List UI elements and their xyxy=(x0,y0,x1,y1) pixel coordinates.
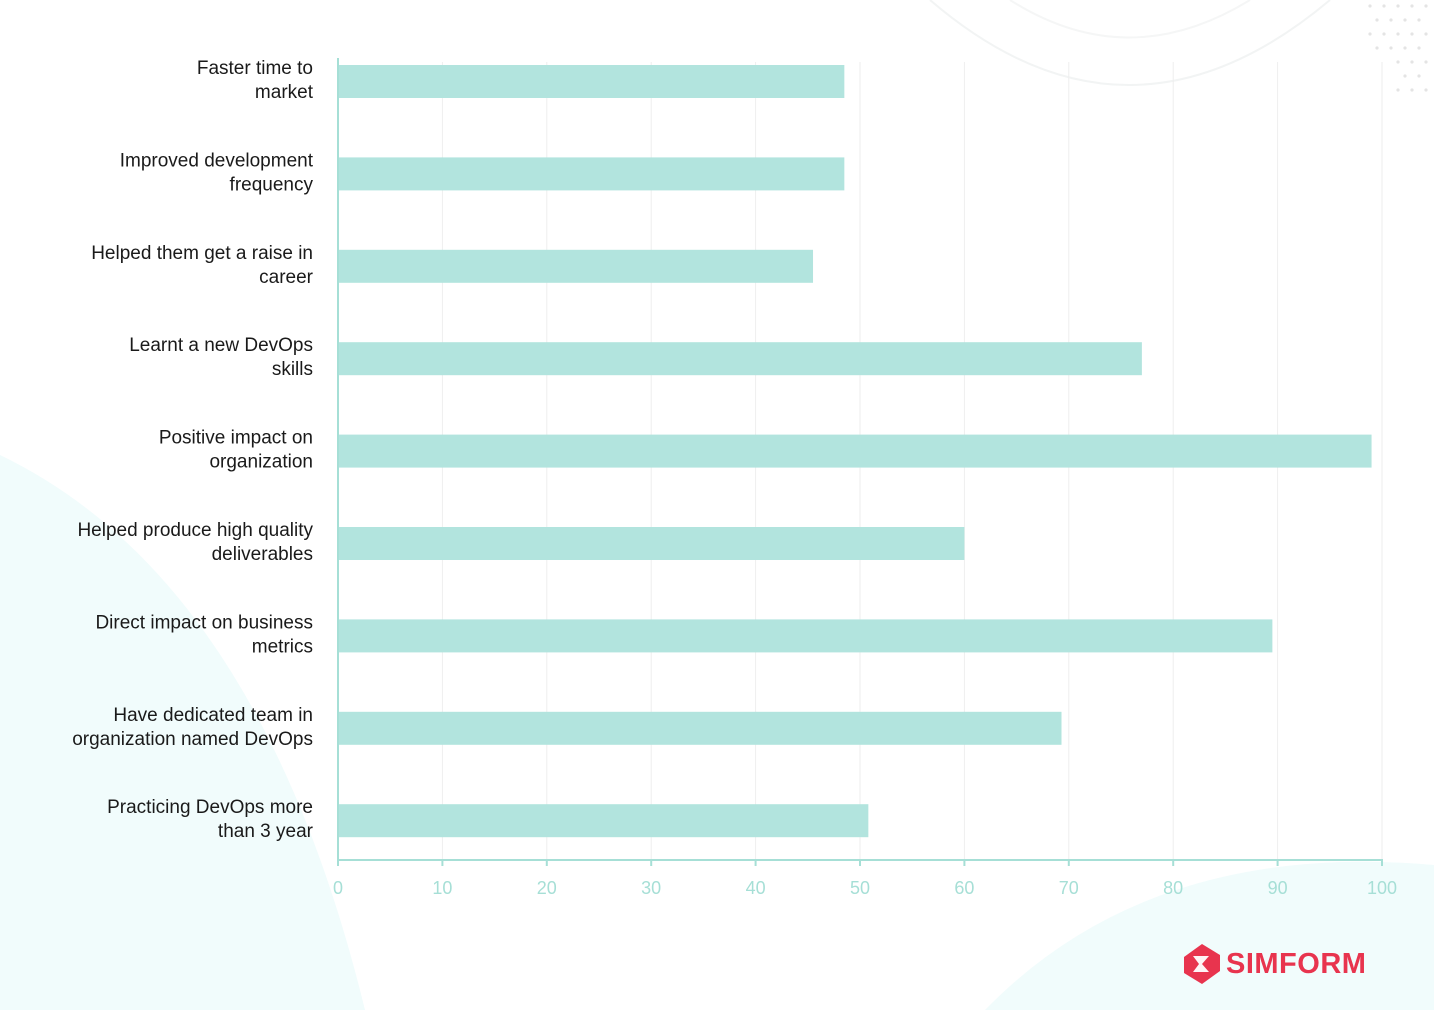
category-labels: Faster time to market Improved development… xyxy=(72,58,314,842)
category-label-line: Direct impact on business xyxy=(95,612,313,633)
x-tick-label: 0 xyxy=(333,878,343,898)
background-dot xyxy=(1396,32,1400,36)
background-dot xyxy=(1382,4,1386,8)
category-label: Practicing DevOps more than 3 year xyxy=(107,797,314,842)
background-dot xyxy=(1403,46,1407,50)
category-label-line: than 3 year xyxy=(218,821,314,842)
x-tick-label: 70 xyxy=(1059,878,1079,898)
brand-name: SIMFORM xyxy=(1226,947,1367,980)
bar xyxy=(338,157,845,191)
background-dot xyxy=(1424,4,1428,8)
brand-logo: SIMFORM xyxy=(1182,944,1366,984)
x-tick-label: 30 xyxy=(641,878,661,898)
category-label: Improved development frequency xyxy=(120,150,314,195)
background-dot xyxy=(1403,74,1407,78)
background-dot xyxy=(1424,32,1428,36)
category-label: Direct impact on business metrics xyxy=(95,612,313,657)
x-tick-label: 20 xyxy=(537,878,557,898)
category-label-line: career xyxy=(259,267,314,288)
background-dot xyxy=(1389,46,1393,50)
background-left-shape xyxy=(0,455,365,1010)
category-label-line: Learnt a new DevOps xyxy=(129,335,313,356)
category-label-line: Helped them get a raise in xyxy=(91,243,313,264)
x-tick-label: 100 xyxy=(1367,878,1397,898)
background-top-arc-inner xyxy=(1009,0,1251,39)
category-label-line: metrics xyxy=(252,636,313,657)
background-dot xyxy=(1410,88,1414,92)
category-label-line: organization named DevOps xyxy=(72,729,313,750)
background-dot xyxy=(1368,32,1372,36)
background-dot xyxy=(1424,88,1428,92)
category-label-line: market xyxy=(255,82,314,103)
bar xyxy=(338,249,814,283)
background-dot xyxy=(1396,88,1400,92)
background-top-arc xyxy=(929,0,1331,86)
bar xyxy=(338,434,1372,468)
tick-labels: 0 10 20 30 40 50 60 70 80 90 100 xyxy=(333,878,1397,898)
bar xyxy=(338,65,845,98)
category-label-line: Positive impact on xyxy=(159,428,313,449)
category-label: Learnt a new DevOps skills xyxy=(129,335,313,380)
axes xyxy=(337,58,1383,866)
background-dot xyxy=(1417,46,1421,50)
background-dot xyxy=(1417,74,1421,78)
category-label-line: Helped produce high quality xyxy=(77,520,313,541)
category-label-line: Practicing DevOps more xyxy=(107,797,313,818)
category-label-line: deliverables xyxy=(212,544,313,565)
category-label-line: frequency xyxy=(230,174,314,195)
background-dot xyxy=(1403,18,1407,22)
background-dot xyxy=(1389,18,1393,22)
bar xyxy=(338,527,965,560)
background-dot xyxy=(1375,46,1379,50)
x-tick-label: 80 xyxy=(1163,878,1183,898)
bars xyxy=(338,65,1372,838)
category-label-line: organization xyxy=(209,452,313,473)
category-label: Faster time to market xyxy=(197,58,314,103)
category-label-line: Improved development xyxy=(120,150,314,171)
background-dot-pattern xyxy=(1368,4,1428,92)
background-dot xyxy=(1410,60,1414,64)
x-tick-label: 50 xyxy=(850,878,870,898)
bar xyxy=(338,619,1273,653)
category-label: Helped produce high quality deliverables xyxy=(77,520,313,565)
background-dot xyxy=(1368,4,1372,8)
bar xyxy=(338,342,1142,376)
bar xyxy=(338,711,1062,745)
category-label: Have dedicated team in organization named… xyxy=(72,705,313,750)
category-label-line: skills xyxy=(272,359,313,380)
bar xyxy=(338,804,869,838)
x-tick-label: 40 xyxy=(746,878,766,898)
x-tick-label: 90 xyxy=(1268,878,1288,898)
category-label-line: Faster time to xyxy=(197,58,313,79)
background-dot xyxy=(1396,60,1400,64)
background-dot xyxy=(1417,18,1421,22)
background-dot xyxy=(1396,4,1400,8)
x-tick-label: 10 xyxy=(432,878,452,898)
category-label-line: Have dedicated team in xyxy=(113,705,313,726)
background-dot xyxy=(1424,60,1428,64)
background-dot xyxy=(1382,32,1386,36)
x-tick-label: 60 xyxy=(954,878,974,898)
background-dot xyxy=(1410,4,1414,8)
category-label: Helped them get a raise in career xyxy=(91,243,313,288)
background-right-shape xyxy=(985,861,1434,1010)
category-label: Positive impact on organization xyxy=(159,428,313,473)
background-dot xyxy=(1410,32,1414,36)
simform-logo-icon xyxy=(1184,944,1220,984)
background-dot xyxy=(1375,18,1379,22)
